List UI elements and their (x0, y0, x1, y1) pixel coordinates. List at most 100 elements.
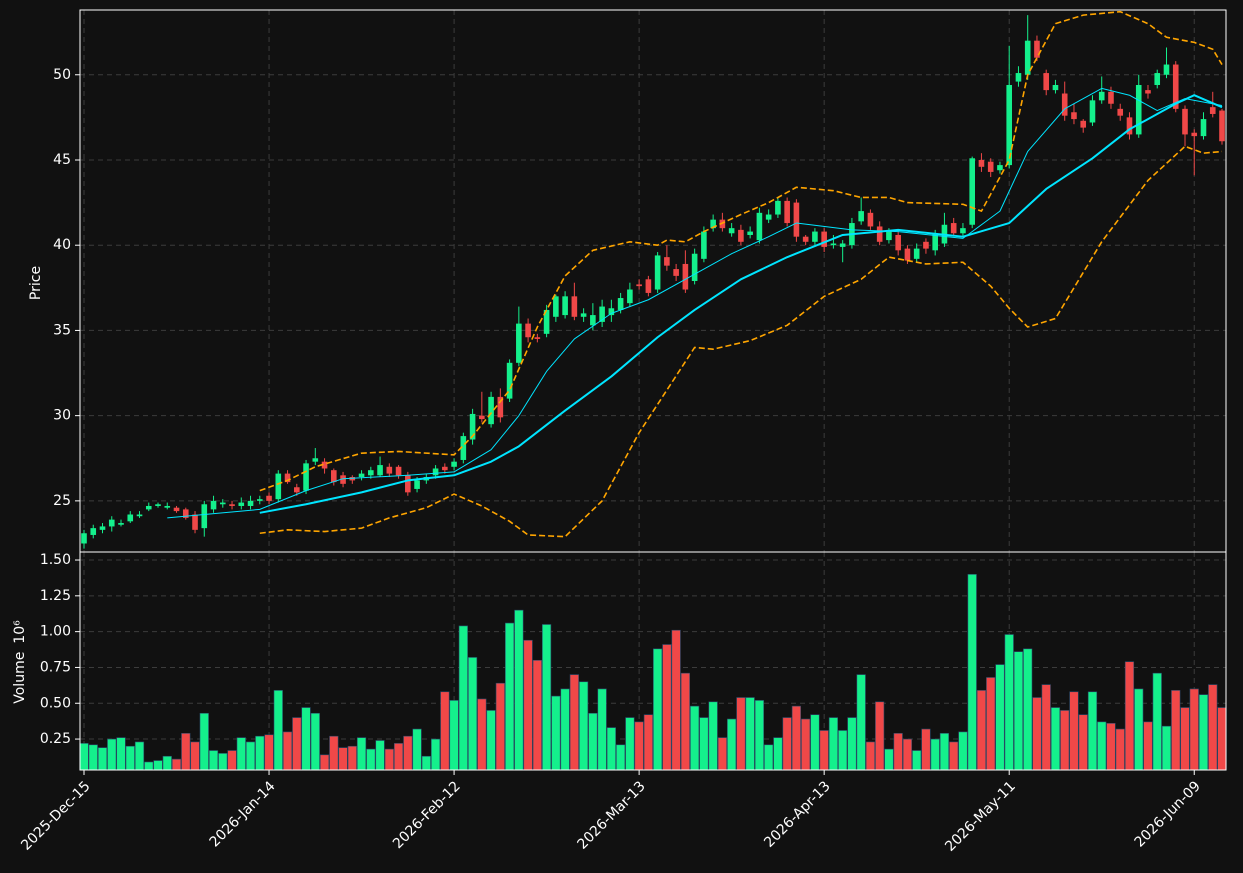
candle-body (673, 269, 679, 276)
volume-bar (181, 733, 191, 771)
candle-body (775, 200, 781, 215)
volume-bar (1124, 661, 1135, 771)
volume-bar (653, 648, 663, 771)
volume-bar (690, 705, 700, 771)
y-tick-label: 25 (53, 493, 71, 509)
candle-body (497, 396, 504, 418)
candle-body (414, 480, 420, 489)
volume-bar (847, 717, 857, 771)
volume-bar (967, 574, 977, 771)
volume-bar (579, 681, 589, 771)
volume-bar (912, 750, 922, 771)
volume-bar (403, 735, 413, 771)
volume-bar (865, 741, 876, 771)
candle-body (627, 289, 633, 304)
volume-bar (828, 717, 839, 771)
volume-bar (893, 733, 903, 771)
volume-bar (921, 728, 931, 771)
volume-bar (79, 743, 89, 771)
candle-body (479, 415, 485, 420)
candle-body (960, 228, 966, 234)
volume-bar (171, 758, 182, 771)
candle-body (1071, 112, 1077, 120)
candle-body (293, 487, 300, 493)
candle-body (516, 323, 522, 363)
candle-body (654, 255, 661, 290)
candle-body (738, 229, 744, 242)
volume-bar (1069, 691, 1079, 771)
candle-body (108, 519, 115, 527)
volume-bar (819, 730, 829, 771)
candle-body (118, 523, 124, 525)
candle-body (1209, 107, 1216, 114)
volume-bar (1087, 691, 1098, 771)
y-tick-label: 40 (53, 237, 71, 253)
candle-body (839, 243, 846, 247)
volume-bar (292, 717, 302, 771)
candle-body (969, 158, 975, 225)
candle-body (913, 248, 920, 259)
candle-body (978, 159, 985, 167)
y-tick-label: 0.75 (40, 659, 71, 675)
volume-bar (810, 714, 820, 771)
candle-body (608, 308, 615, 316)
candle-body (405, 475, 411, 493)
volume-bar (421, 755, 431, 771)
volume-bar (764, 744, 774, 771)
volume-bar (218, 753, 228, 771)
volume-bar (366, 748, 376, 771)
volume-bar (514, 609, 524, 771)
indicator-line (259, 94, 1223, 514)
candle-body (331, 470, 337, 483)
volume-bar (588, 712, 598, 771)
volume-bar (88, 744, 98, 771)
candle-body (1154, 73, 1161, 85)
candle-body (1052, 84, 1059, 91)
y-tick-label: 1.25 (40, 588, 71, 604)
volume-bar (1143, 721, 1153, 771)
volume-bar (1050, 707, 1061, 771)
volume-bar (745, 697, 755, 771)
candle-body (1043, 73, 1050, 91)
candle-body (442, 466, 448, 471)
candle-body (1108, 91, 1114, 104)
volume-bar (1032, 697, 1042, 771)
candle-body (488, 396, 494, 425)
candle-body (562, 296, 568, 316)
volume-bar (856, 674, 866, 771)
panel-frame (79, 551, 1227, 771)
volume-bar (625, 717, 635, 771)
candle-body (127, 514, 134, 522)
candle-body (99, 526, 106, 530)
candle-body (1006, 84, 1013, 166)
candle-body (1024, 40, 1031, 75)
candle-body (747, 231, 753, 235)
volume-bar (107, 738, 117, 771)
volume-bar (634, 721, 644, 771)
volume-bar (338, 747, 348, 771)
volume-bar (976, 690, 987, 771)
candle-body (728, 228, 735, 234)
candle-body (710, 219, 716, 229)
candle-body (256, 499, 263, 501)
candle-body (275, 473, 282, 500)
candle-body (136, 514, 143, 517)
volume-bar (356, 737, 367, 771)
volume-bar (1161, 725, 1172, 771)
volume-bar (97, 747, 108, 771)
volume-bar (699, 717, 709, 771)
candle-body (1098, 91, 1105, 101)
candle-body (802, 236, 809, 242)
candle-body (756, 212, 763, 241)
candle-body (886, 231, 892, 241)
candle-body (1034, 40, 1040, 58)
candle-body (682, 263, 689, 290)
volume-bar (1078, 714, 1088, 771)
candle-body (904, 248, 911, 261)
candle-body (377, 465, 383, 476)
volume-bar (1013, 651, 1024, 771)
candle-body (636, 284, 642, 287)
volume-bar (449, 700, 459, 771)
volume-bar (125, 745, 135, 771)
volume-bar (495, 682, 505, 771)
